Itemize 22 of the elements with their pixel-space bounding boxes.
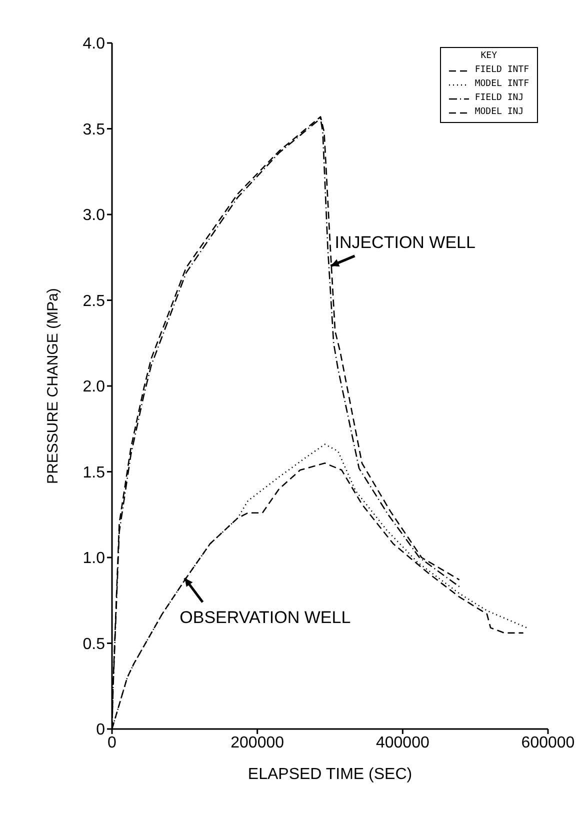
x-tick-label: 600000 (521, 734, 575, 752)
x-axis-title: ELAPSED TIME (SEC) (248, 766, 412, 783)
annotation: INJECTION WELL (334, 232, 476, 252)
y-axis-title: PRESSURE CHANGE (MPa) (44, 288, 62, 484)
legend-title: KEY (480, 51, 498, 61)
x-tick-label: 200000 (230, 734, 284, 752)
x-tick-label: 400000 (376, 734, 430, 752)
legend-label: FIELD INTF (474, 64, 529, 77)
legend-label: FIELD INJ (474, 92, 524, 105)
y-tick-label: 3.5 (82, 121, 106, 138)
y-tick-label: 4.0 (82, 36, 106, 53)
y-tick-label: 2.5 (82, 292, 106, 310)
y-tick-label: 2.0 (82, 378, 106, 396)
y-tick-label: 1.0 (82, 550, 106, 568)
y-tick-label: 1.5 (82, 464, 106, 482)
legend-label: MODEL INTF (474, 78, 529, 91)
legend-label: MODEL INJ (474, 106, 524, 119)
annotation: OBSERVATION WELL (180, 608, 351, 628)
y-tick-label: 3.0 (82, 207, 106, 224)
y-tick-label: 0 (96, 722, 106, 739)
y-tick-label: 0.5 (82, 636, 106, 653)
x-tick-label: 0 (108, 734, 117, 752)
